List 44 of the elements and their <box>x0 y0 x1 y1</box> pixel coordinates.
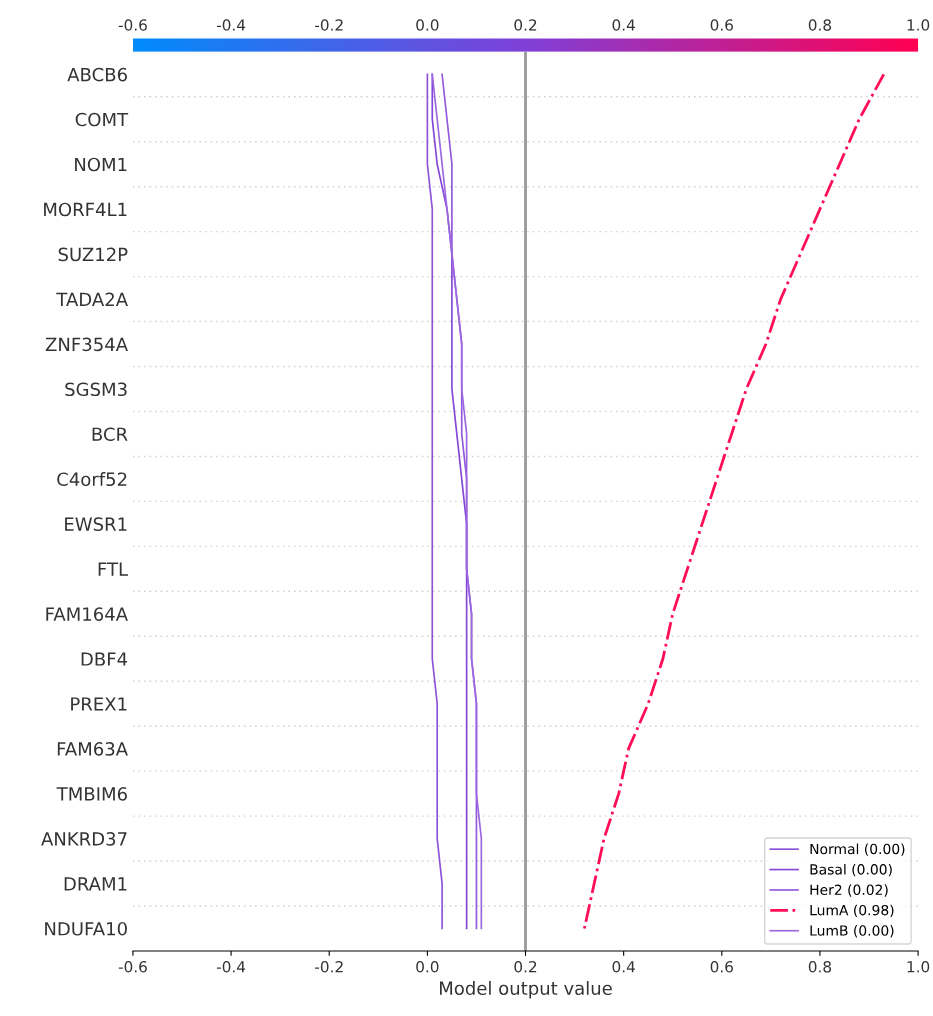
y-tick-label: TMBIM6 <box>56 787 127 801</box>
x-axis-title: Model output value <box>440 981 612 999</box>
x2-tick-label: -0.4 <box>216 19 246 31</box>
y-tick-label: NDUFA10 <box>45 921 127 936</box>
x-tick-label: 0.0 <box>416 960 439 973</box>
legend-label: Basal (0.00) <box>810 863 892 877</box>
y-tick-label: DRAM1 <box>64 877 127 891</box>
y-tick-label: COMT <box>75 112 129 127</box>
x-tick-label: 0.2 <box>514 960 537 973</box>
y-tick-label: NOM1 <box>75 157 127 172</box>
y-tick-label: SUZ12P <box>58 247 128 262</box>
y-tick-label: FAM164A <box>46 607 128 621</box>
legend-label: LumB (0.00) <box>810 925 894 938</box>
x2-tick-label: -0.2 <box>315 19 343 31</box>
x2-tick-label: 1.0 <box>907 19 930 31</box>
x-tick-label: -0.6 <box>118 960 147 973</box>
y-tick-label: PREX1 <box>71 697 127 711</box>
x2-tick-label: -0.6 <box>118 19 147 31</box>
x-tick-label: 0.8 <box>808 960 832 973</box>
y-tick-label: C4orf52 <box>57 472 127 487</box>
x-tick-label: -0.4 <box>216 960 246 973</box>
y-tick-label: FAM63A <box>57 742 128 756</box>
x2-tick-label: 0.6 <box>710 19 733 31</box>
y-tick-label: FTL <box>98 562 128 576</box>
x2-tick-label: 0.0 <box>416 19 439 31</box>
x-tick-label: -0.2 <box>315 960 343 973</box>
legend-label: LumA (0.98) <box>810 904 894 918</box>
y-tick-label: TADA2A <box>56 292 128 306</box>
y-tick-label: SGSM3 <box>65 382 127 397</box>
x-tick-label: 1.0 <box>907 960 930 973</box>
legend-label: Her2 (0.02) <box>810 884 888 897</box>
y-tick-label: ANKRD37 <box>41 832 127 846</box>
y-tick-label: BCR <box>92 427 128 442</box>
x2-tick-label: 0.8 <box>808 19 832 31</box>
legend-label: Normal (0.00) <box>810 843 905 856</box>
y-tick-label: EWSR1 <box>65 517 127 531</box>
y-tick-label: MORF4L1 <box>44 202 127 217</box>
y-tick-label: DBF4 <box>81 652 128 666</box>
x-tick-label: 0.6 <box>710 960 733 973</box>
x2-tick-label: 0.2 <box>514 19 537 31</box>
y-tick-label: ABCB6 <box>67 67 127 82</box>
x2-tick-label: 0.4 <box>612 19 635 31</box>
y-tick-label: ZNF354A <box>45 337 128 352</box>
x-tick-label: 0.4 <box>612 960 635 973</box>
